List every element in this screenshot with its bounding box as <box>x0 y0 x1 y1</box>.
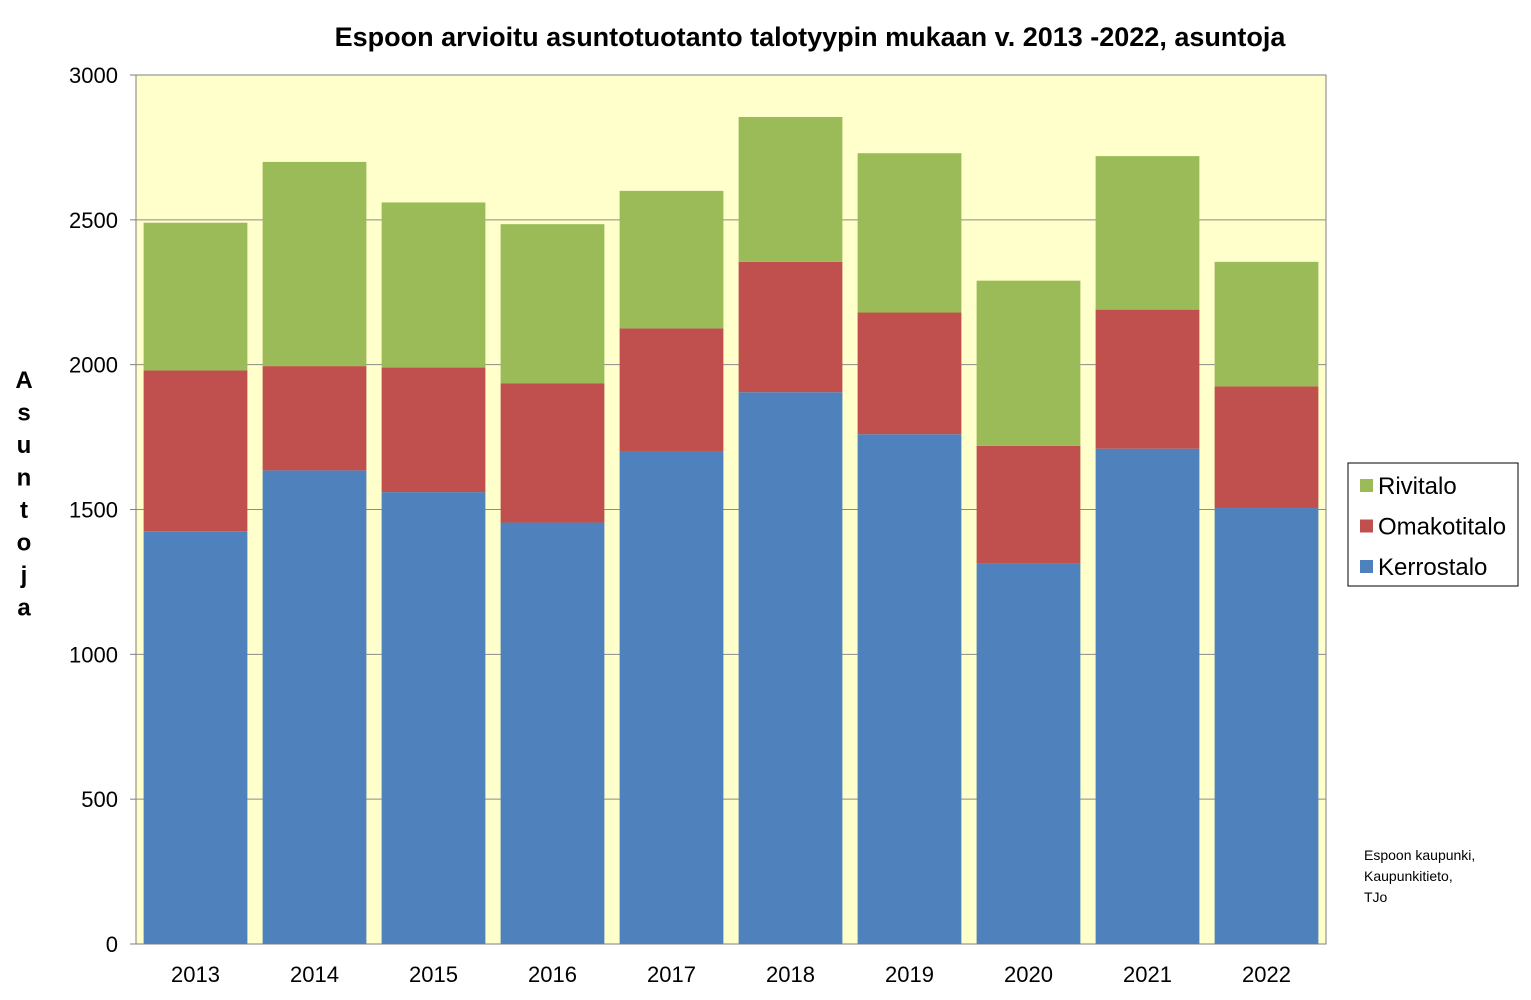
bar-kerrostalo-2022 <box>1214 508 1319 944</box>
y-axis-label-letter: s <box>17 400 30 427</box>
y-axis-label-letter: a <box>17 595 31 622</box>
bar-omakotitalo-2016 <box>500 383 605 523</box>
bar-kerrostalo-2018 <box>738 392 843 944</box>
x-axis-ticks: 2013 2014 2015 2016 2017 2018 2019 2020 2021 2022 <box>171 962 1291 987</box>
y-axis-label-letter: n <box>17 465 32 492</box>
y-tick-label: 2500 <box>69 208 118 233</box>
x-tick-label: 2014 <box>290 962 339 987</box>
legend-swatch-rivitalo <box>1360 479 1373 492</box>
bar-omakotitalo-2018 <box>738 261 843 393</box>
bar-rivitalo-2022 <box>1214 261 1319 387</box>
bar-rivitalo-2018 <box>738 117 843 262</box>
legend-label-kerrostalo: Kerrostalo <box>1378 554 1487 581</box>
y-axis-label-letter: u <box>17 432 32 459</box>
bar-rivitalo-2021 <box>1095 156 1200 310</box>
bar-rivitalo-2017 <box>619 190 724 329</box>
bar-omakotitalo-2017 <box>619 328 724 452</box>
bar-kerrostalo-2015 <box>381 492 486 944</box>
bar-kerrostalo-2013 <box>143 531 248 944</box>
bar-omakotitalo-2020 <box>976 445 1081 564</box>
y-axis-label-letter: A <box>15 367 32 394</box>
y-axis-label-letter: j <box>20 562 28 589</box>
legend-swatch-omakotitalo <box>1360 519 1373 533</box>
y-tick-label: 2000 <box>69 353 118 378</box>
x-tick-label: 2015 <box>409 962 458 987</box>
bar-rivitalo-2016 <box>500 224 605 384</box>
bar-kerrostalo-2021 <box>1095 448 1200 944</box>
legend-swatch-kerrostalo <box>1360 560 1373 573</box>
legend-box <box>1347 462 1519 587</box>
x-tick-label: 2020 <box>1004 962 1053 987</box>
legend-label-omakotitalo: Omakotitalo <box>1378 514 1506 541</box>
bar-kerrostalo-2017 <box>619 451 724 944</box>
y-tick-label: 0 <box>106 932 118 957</box>
legend: Rivitalo Omakotitalo Kerrostalo <box>1347 462 1519 587</box>
bar-kerrostalo-2014 <box>262 470 367 944</box>
source-note: Espoon kaupunki, Kaupunkitieto, TJo <box>1364 847 1475 905</box>
bar-rivitalo-2013 <box>143 222 248 371</box>
bar-kerrostalo-2020 <box>976 563 1081 944</box>
y-tick-label: 3000 <box>69 63 118 88</box>
source-line: Kaupunkitieto, <box>1364 868 1453 884</box>
chart-title: Espoon arvioitu asuntotuotanto talotyypi… <box>335 22 1287 52</box>
y-axis-label-letter: o <box>17 530 32 557</box>
y-axis-ticks: 0 500 1000 1500 2000 2500 3000 <box>69 63 136 957</box>
bar-omakotitalo-2015 <box>381 367 486 493</box>
bar-rivitalo-2019 <box>857 153 962 313</box>
bar-rivitalo-2014 <box>262 161 367 367</box>
bar-rivitalo-2015 <box>381 202 486 368</box>
x-tick-label: 2017 <box>647 962 696 987</box>
bar-omakotitalo-2014 <box>262 366 367 471</box>
bars <box>143 117 1319 944</box>
bar-kerrostalo-2019 <box>857 434 962 944</box>
bar-omakotitalo-2021 <box>1095 309 1200 449</box>
x-tick-label: 2013 <box>171 962 220 987</box>
y-tick-label: 500 <box>81 787 118 812</box>
y-axis-label-letter: t <box>20 497 28 524</box>
y-tick-label: 1500 <box>69 498 118 523</box>
x-tick-label: 2021 <box>1123 962 1172 987</box>
bar-rivitalo-2020 <box>976 280 1081 446</box>
x-tick-label: 2019 <box>885 962 934 987</box>
bar-kerrostalo-2016 <box>500 522 605 944</box>
legend-label-rivitalo: Rivitalo <box>1378 473 1457 500</box>
bar-omakotitalo-2019 <box>857 312 962 435</box>
source-line: Espoon kaupunki, <box>1364 847 1475 863</box>
source-line: TJo <box>1364 889 1388 905</box>
x-tick-label: 2016 <box>528 962 577 987</box>
x-tick-label: 2018 <box>766 962 815 987</box>
y-tick-label: 1000 <box>69 642 118 667</box>
bar-omakotitalo-2013 <box>143 370 248 532</box>
x-tick-label: 2022 <box>1242 962 1291 987</box>
bar-omakotitalo-2022 <box>1214 386 1319 509</box>
